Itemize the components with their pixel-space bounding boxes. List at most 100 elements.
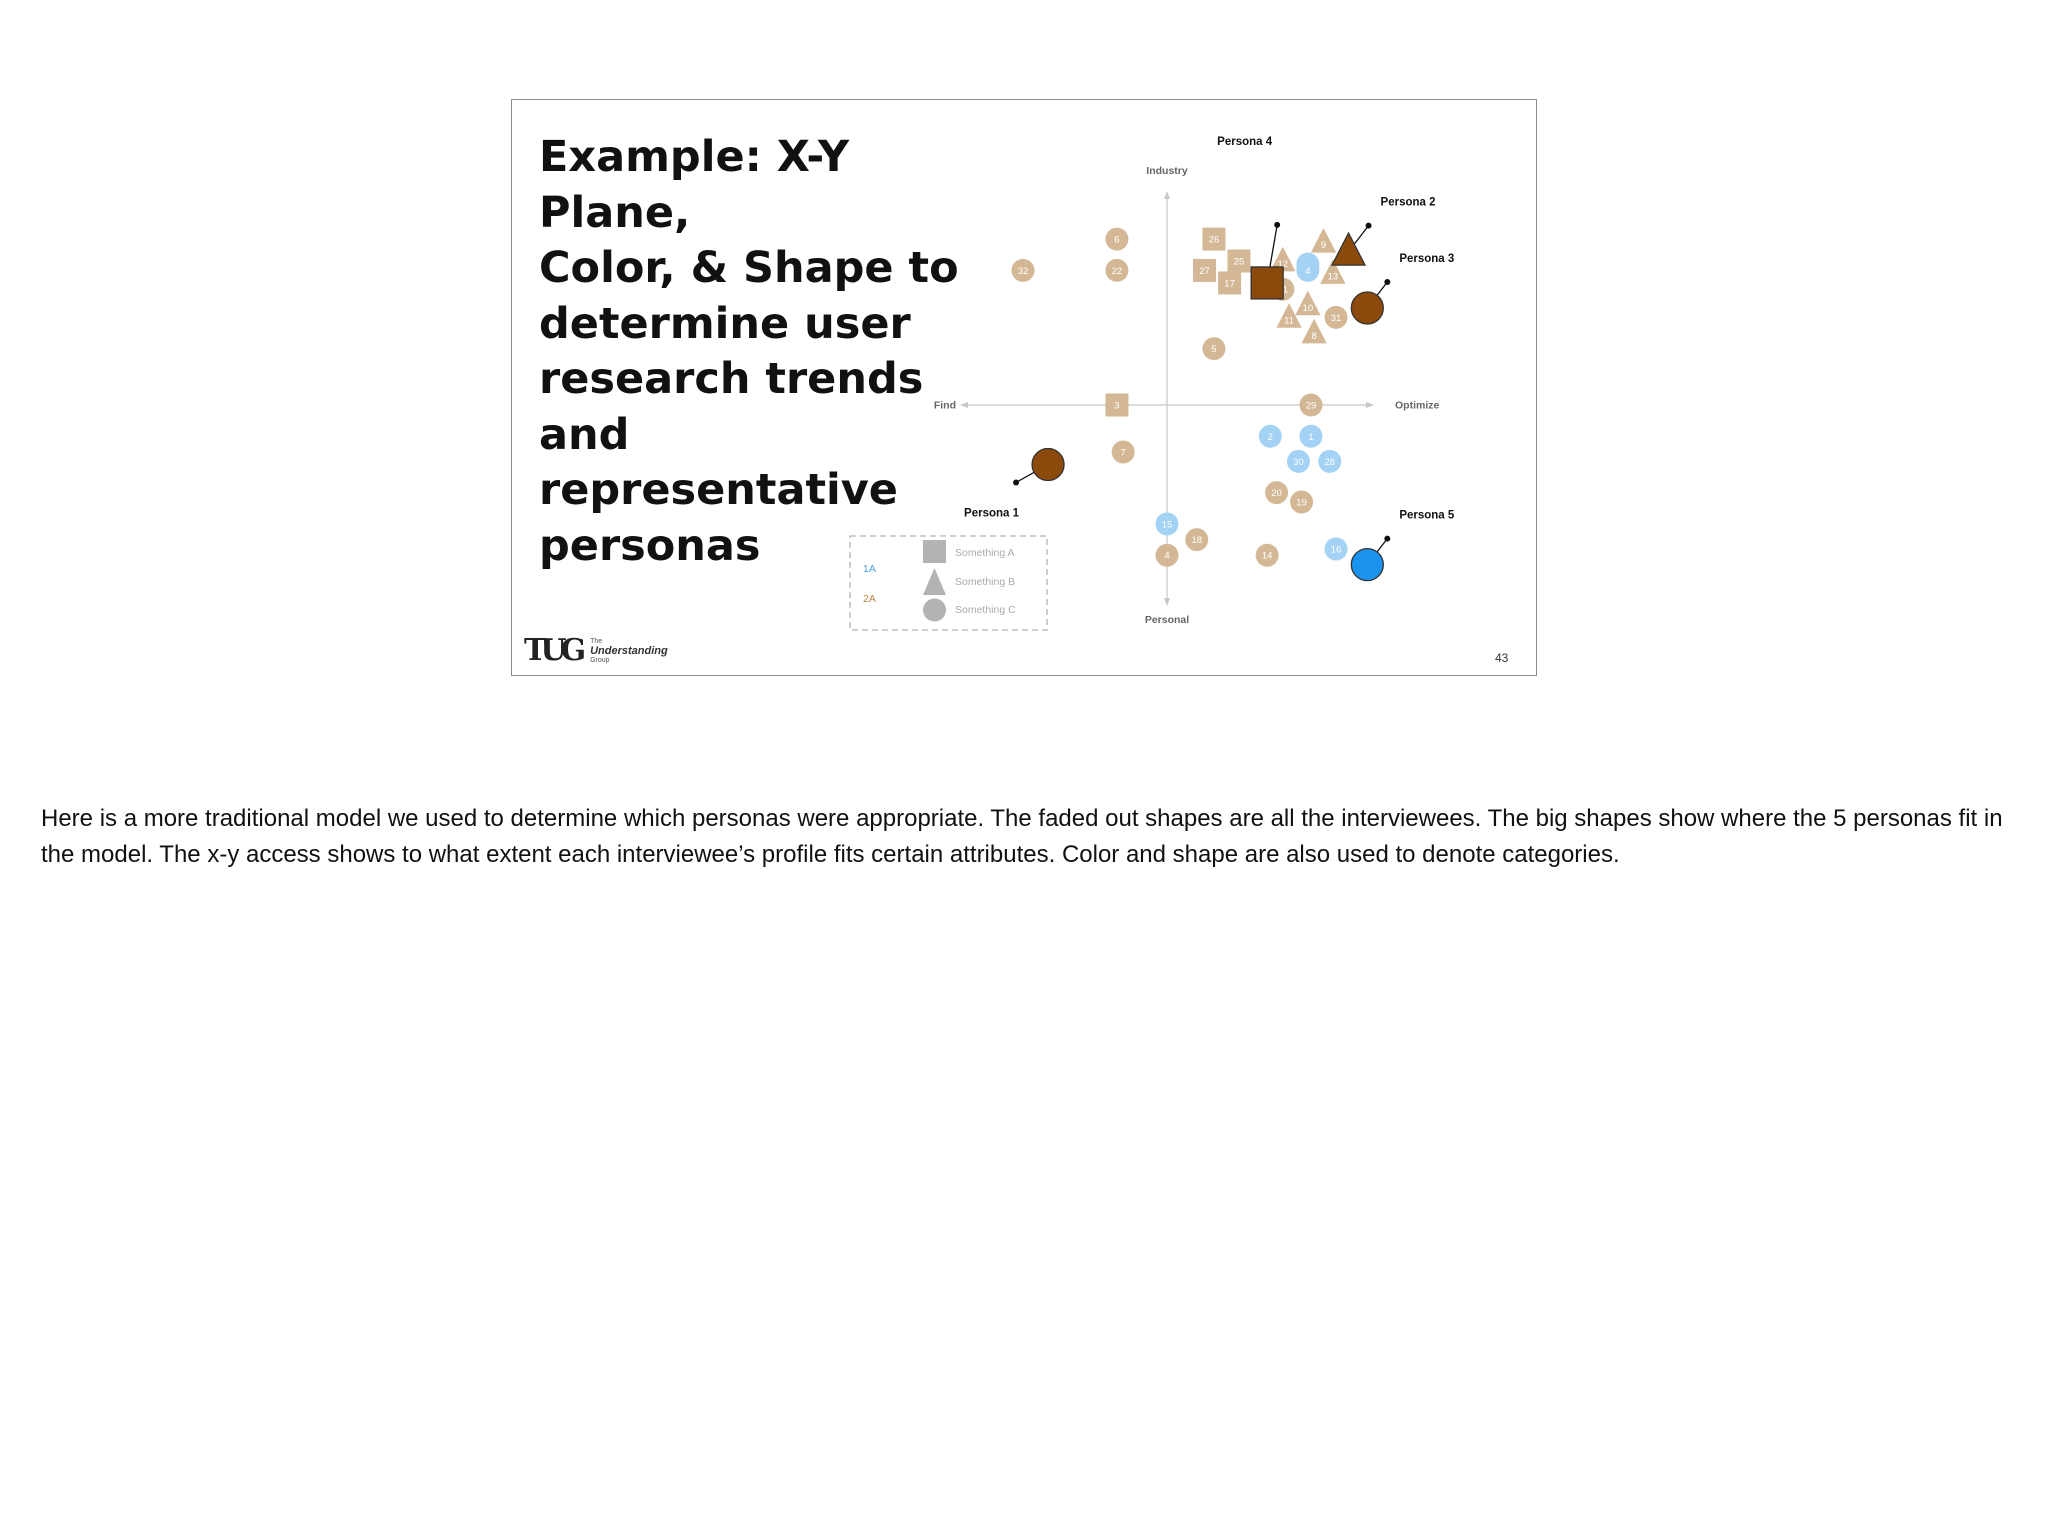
interviewee-point: 2 bbox=[1258, 424, 1282, 448]
interviewee-point: 11 bbox=[1276, 303, 1302, 328]
legend-item-something-a: Something A bbox=[955, 547, 1015, 559]
interviewee-point: 16 bbox=[1324, 537, 1348, 561]
interviewee-id-label: 15 bbox=[1162, 519, 1173, 530]
persona-marker: Persona 3 bbox=[1350, 253, 1454, 325]
interviewee-circle-marker bbox=[1202, 337, 1226, 361]
persona-label: Persona 2 bbox=[1381, 197, 1436, 209]
slide: Industry Personal Find Optimize 1A 2A So… bbox=[511, 99, 1537, 676]
axis-label-find: Find bbox=[934, 400, 956, 412]
logo-line-2: Understanding bbox=[590, 645, 668, 657]
interviewee-id-label: 20 bbox=[1271, 488, 1282, 499]
interviewee-circle-marker bbox=[1111, 440, 1135, 464]
interviewee-point: 30 bbox=[1286, 449, 1310, 473]
persona-markers: Persona 1 Persona 2 Persona 3 Persona 4 Pers… bbox=[964, 136, 1455, 582]
axis-label-personal: Personal bbox=[1145, 614, 1189, 626]
interviewee-square-marker bbox=[1105, 393, 1129, 417]
interviewee-point: 1 bbox=[1299, 424, 1323, 448]
interviewee-point: 9 bbox=[1310, 227, 1337, 253]
interviewee-point: 7 bbox=[1111, 440, 1135, 464]
interviewee-square-marker bbox=[1218, 271, 1242, 295]
interviewee-point: 27 bbox=[1193, 258, 1217, 282]
interviewee-id-label: 10 bbox=[1303, 303, 1314, 314]
interviewee-point: 19 bbox=[1290, 490, 1314, 514]
interviewee-point: 4 bbox=[1155, 543, 1179, 567]
persona-leader-dot bbox=[1274, 221, 1281, 228]
interviewee-circle-marker bbox=[1258, 424, 1282, 448]
persona-label: Persona 3 bbox=[1399, 253, 1454, 265]
legend-box bbox=[849, 535, 1048, 631]
interviewee-point: 26 bbox=[1202, 227, 1226, 251]
interviewee-circle-marker bbox=[1299, 393, 1323, 417]
interviewee-circle-marker bbox=[1324, 537, 1348, 561]
interviewee-square-marker bbox=[1193, 258, 1217, 282]
interviewee-circle-marker bbox=[1255, 543, 1279, 567]
interviewee-id-label: 2 bbox=[1268, 432, 1273, 443]
legend-label-2a: 2A bbox=[863, 593, 876, 605]
persona-label: Persona 5 bbox=[1399, 510, 1455, 522]
interviewee-id-label: 31 bbox=[1331, 313, 1342, 324]
interviewee-points: 3262226252717129242113101131853292130287… bbox=[1011, 227, 1348, 567]
y-axis-bottom-arrow bbox=[1164, 598, 1170, 606]
logo-wordmark: The Understanding Group bbox=[590, 638, 668, 665]
interviewee-point: 20 bbox=[1265, 481, 1289, 505]
interviewee-point: 28 bbox=[1318, 449, 1342, 473]
interviewee-id-label: 16 bbox=[1331, 544, 1342, 555]
interviewee-circle-marker bbox=[1105, 227, 1129, 251]
interviewee-triangle-marker bbox=[1320, 259, 1346, 284]
interviewee-triangle-marker bbox=[1301, 318, 1327, 344]
interviewee-id-label: 27 bbox=[1199, 266, 1210, 277]
interviewee-triangle-marker bbox=[1295, 290, 1321, 316]
interviewee-id-label: 3 bbox=[1114, 401, 1119, 412]
interviewee-id-label: 5 bbox=[1211, 344, 1216, 355]
interviewee-id-label: 7 bbox=[1121, 447, 1126, 458]
interviewee-id-label: 4 bbox=[1305, 266, 1310, 277]
interviewee-point: 10 bbox=[1295, 290, 1321, 316]
interviewee-circle-marker bbox=[1286, 449, 1310, 473]
interviewee-id-label: 17 bbox=[1224, 278, 1235, 289]
legend-square-icon bbox=[923, 540, 946, 563]
interviewee-id-label: 13 bbox=[1328, 272, 1339, 283]
legend-triangle-icon bbox=[923, 568, 946, 595]
interviewee-point: 22 bbox=[1105, 258, 1129, 282]
persona-leader-dot bbox=[1365, 222, 1372, 229]
interviewee-id-label: 26 bbox=[1209, 235, 1220, 246]
interviewee-circle-marker bbox=[1155, 512, 1179, 536]
interviewee-point: 32 bbox=[1011, 258, 1035, 282]
interviewee-id-label: 18 bbox=[1191, 535, 1202, 546]
persona-triangle-shape bbox=[1330, 231, 1367, 266]
interviewee-circle-marker bbox=[1324, 305, 1348, 329]
legend-circle-icon bbox=[923, 598, 946, 622]
legend-item-something-b: Something B bbox=[955, 576, 1015, 588]
interviewee-triangle-marker bbox=[1276, 303, 1302, 328]
interviewee-point: 15 bbox=[1155, 512, 1179, 536]
axis-label-industry: Industry bbox=[1146, 165, 1188, 177]
interviewee-point: 6 bbox=[1105, 227, 1129, 251]
slide-title: Example: X-Y Plane, Color, & Shape to de… bbox=[539, 132, 959, 571]
axis-label-optimize: Optimize bbox=[1395, 400, 1439, 412]
interviewee-id-label: 4 bbox=[1164, 551, 1169, 562]
company-logo: TUG The Understanding Group bbox=[524, 636, 668, 666]
interviewee-point: 13 bbox=[1320, 259, 1346, 284]
interviewee-point: 5 bbox=[1202, 337, 1226, 361]
interviewee-circle-marker bbox=[1265, 481, 1289, 505]
interviewee-id-label: 30 bbox=[1293, 457, 1304, 468]
interviewee-circle-marker bbox=[1155, 543, 1179, 567]
interviewee-point: 14 bbox=[1255, 543, 1279, 567]
persona-circle-shape bbox=[1350, 547, 1384, 582]
persona-leader-dot bbox=[1384, 278, 1391, 285]
interviewee-id-label: 19 bbox=[1296, 498, 1307, 509]
slide-page-number: 43 bbox=[1495, 651, 1509, 665]
persona-marker: Persona 1 bbox=[964, 447, 1065, 519]
persona-leader-dot bbox=[1384, 535, 1391, 542]
interviewee-id-label: 6 bbox=[1114, 235, 1119, 246]
persona-marker: Persona 2 bbox=[1330, 197, 1436, 266]
interviewee-point: 8 bbox=[1301, 318, 1327, 344]
interviewee-id-label: 28 bbox=[1324, 457, 1335, 468]
interviewee-circle-marker bbox=[1185, 528, 1209, 552]
x-axis-right-arrow bbox=[1366, 402, 1374, 408]
interviewee-square-marker bbox=[1202, 227, 1226, 251]
speaker-notes: Here is a more traditional model we used… bbox=[41, 805, 2003, 868]
x-axis-left-arrow bbox=[960, 402, 968, 408]
persona-circle-shape bbox=[1031, 447, 1065, 482]
logo-line-1: The bbox=[590, 638, 603, 645]
